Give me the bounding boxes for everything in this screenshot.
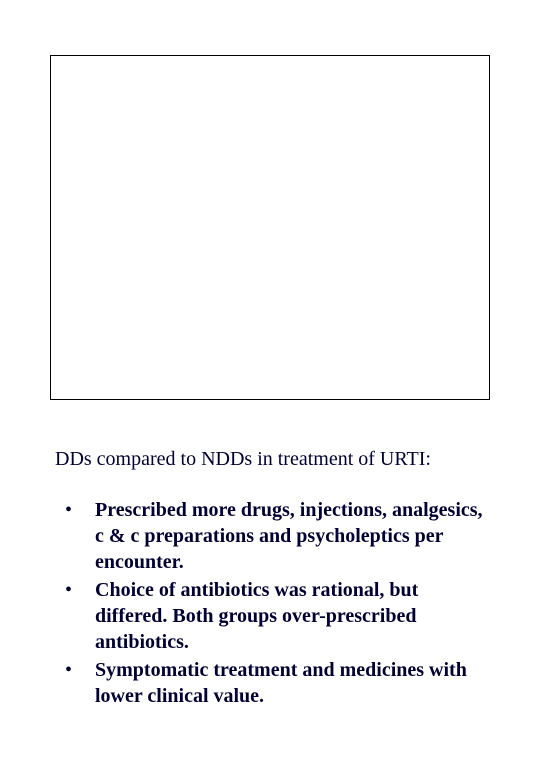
bullet-text: Choice of antibiotics was rational, but … (95, 579, 418, 653)
bullet-text: Prescribed more drugs, injections, analg… (95, 499, 483, 573)
bullet-list: • Prescribed more drugs, injections, ana… (55, 497, 495, 709)
list-item: • Symptomatic treatment and medicines wi… (55, 657, 495, 709)
bullet-icon: • (65, 657, 72, 683)
bullet-text: Symptomatic treatment and medicines with… (95, 659, 467, 707)
text-content: DDs compared to NDDs in treatment of URT… (55, 448, 495, 711)
list-item: • Prescribed more drugs, injections, ana… (55, 497, 495, 575)
list-item: • Choice of antibiotics was rational, bu… (55, 577, 495, 655)
empty-content-box (50, 55, 490, 400)
bullet-icon: • (65, 497, 72, 523)
bullet-icon: • (65, 577, 72, 603)
intro-line: DDs compared to NDDs in treatment of URT… (55, 448, 495, 471)
